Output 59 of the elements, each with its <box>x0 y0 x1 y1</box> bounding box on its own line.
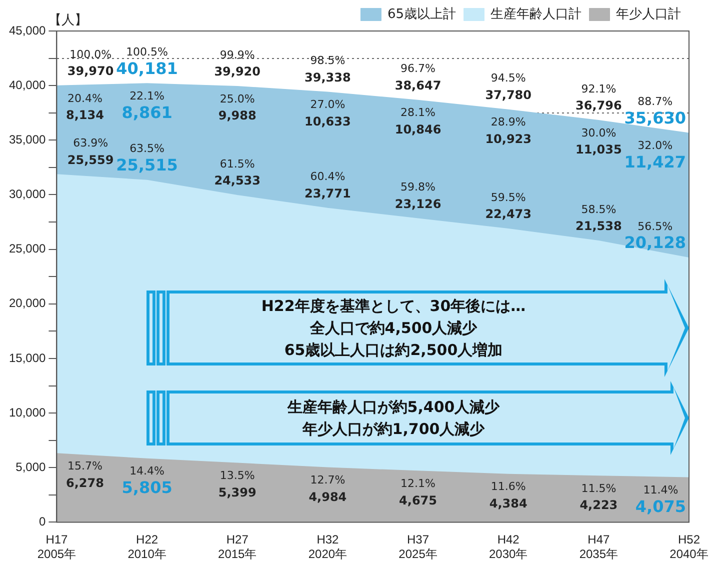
y-tick-label: 45,000 <box>9 23 46 38</box>
legend-label: 年少人口計 <box>616 6 681 22</box>
annotation: 年少人口が約1,700人減少 <box>301 419 486 440</box>
data-label: 30.0% 11,035 <box>576 126 622 157</box>
data-label: 63.5% 25,515 <box>116 142 178 174</box>
x-tick-label: H47 2035年 <box>579 532 618 562</box>
x-tick-label: H42 2030年 <box>488 532 528 562</box>
y-tick-label: 10,000 <box>9 405 46 420</box>
data-label: 25.0% 9,988 <box>218 92 256 123</box>
data-label: 22.1% 8,861 <box>122 89 172 122</box>
data-label: 15.7% 6,278 <box>66 460 104 490</box>
data-label: 20.4% 8,134 <box>66 92 104 122</box>
data-label: 58.5% 21,538 <box>576 202 622 234</box>
data-label: 32.0% 11,427 <box>624 139 686 172</box>
y-tick-label: 15,000 <box>9 350 46 365</box>
y-axis-title: 【人】 <box>48 12 88 28</box>
total-label: 88.7% 35,630 <box>624 95 686 128</box>
total-label: 92.1% 36,796 <box>576 82 622 113</box>
legend-label: 65歳以上計 <box>387 6 456 22</box>
annotation: 生産年齢人口が約5,400人減少 <box>286 397 501 418</box>
annotation: 全人口で約4,500人減少 <box>308 318 478 339</box>
y-tick-label: 35,000 <box>9 132 46 146</box>
x-tick-label: H22 2010年 <box>128 532 166 562</box>
legend-label: 生産年齢人口計 <box>490 6 582 22</box>
data-label: 11.5% 4,223 <box>580 482 618 512</box>
annotation: H22年度を基準として、30年後には… <box>260 296 527 317</box>
x-tick-label: H17 2005年 <box>37 532 76 562</box>
data-label: 63.9% 25,559 <box>67 136 114 167</box>
total-label: 100.5% 40,181 <box>116 45 178 78</box>
data-label: 28.1% 10,846 <box>394 106 442 136</box>
data-label: 11.6% 4,384 <box>489 480 528 510</box>
y-tick-label: 25,000 <box>9 242 46 256</box>
data-label: 28.9% 10,923 <box>485 116 532 146</box>
data-label: 11.4% 4,075 <box>635 484 686 516</box>
y-tick-label: 30,000 <box>9 187 46 202</box>
total-label: 98.5% 39,338 <box>304 54 351 84</box>
x-tick-label: H27 2015年 <box>218 532 257 562</box>
total-label: 100.0% 39,970 <box>67 48 114 78</box>
x-tick-label: H37 2025年 <box>398 532 438 562</box>
y-tick-label: 0 <box>39 514 46 529</box>
x-tick-label: H32 2020年 <box>308 532 348 562</box>
data-label: 59.8% 23,126 <box>394 180 442 211</box>
y-tick-label: 5,000 <box>16 460 46 474</box>
data-label: 12.7% 4,984 <box>308 474 347 504</box>
data-label: 59.5% 22,473 <box>485 190 532 222</box>
total-label: 99.9% 39,920 <box>214 48 261 79</box>
total-label: 94.5% 37,780 <box>485 72 532 102</box>
data-label: 14.4% 5,805 <box>122 464 172 497</box>
x-tick-label: H52 2040年 <box>670 532 708 562</box>
data-label: 56.5% 20,128 <box>624 220 686 252</box>
data-label: 27.0% 10,633 <box>304 98 351 128</box>
data-label: 12.1% 4,675 <box>399 477 437 508</box>
data-label: 60.4% 23,771 <box>304 170 351 200</box>
y-tick-label: 20,000 <box>9 296 46 310</box>
total-label: 96.7% 38,647 <box>394 62 442 92</box>
data-label: 61.5% 24,533 <box>214 157 261 188</box>
annotation: 65歳以上人口は約2,500人増加 <box>283 340 504 361</box>
data-label: 13.5% 5,399 <box>218 469 256 500</box>
y-tick-label: 40,000 <box>9 78 46 92</box>
